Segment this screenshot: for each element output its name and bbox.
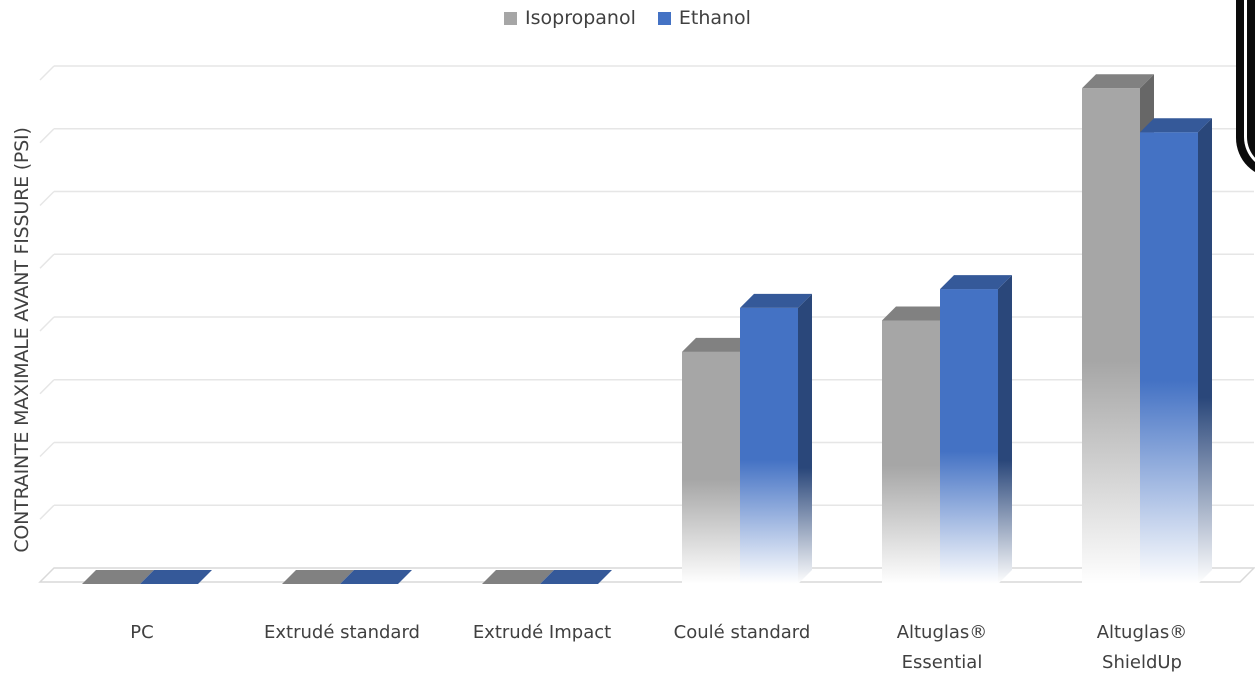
bar-1-1-top	[340, 570, 412, 584]
gridline-side	[39, 128, 55, 144]
x-tick-label: Essential	[902, 652, 983, 673]
bar-5-1-top	[1140, 118, 1212, 133]
legend-item-ethanol: Ethanol	[657, 7, 751, 29]
gridline-side	[39, 504, 55, 520]
bar-5-0-top	[1082, 74, 1154, 89]
x-tick-label: Extrudé Impact	[473, 622, 611, 643]
bar-2-1-top	[540, 570, 612, 584]
bar-4-0-top	[882, 306, 954, 321]
device-bezel-edge	[1244, 0, 1255, 171]
x-tick-label: Coulé standard	[674, 622, 811, 643]
bar-3-1-top	[740, 293, 812, 308]
legend-label-ethanol: Ethanol	[678, 7, 751, 29]
bar-3-0-top	[682, 337, 754, 352]
x-tick-label: ShieldUp	[1102, 652, 1182, 673]
gridline-side	[39, 316, 55, 332]
gridline-side	[39, 441, 55, 458]
gridline-side	[39, 253, 55, 269]
x-tick-label: Altuglas®	[897, 622, 988, 643]
x-tick-label: Altuglas®	[1097, 622, 1188, 643]
floor	[38, 567, 1255, 583]
bar-4-1-top	[940, 275, 1012, 290]
bar-5-1	[1140, 132, 1198, 584]
legend-swatch-isopropanol	[504, 11, 518, 25]
bar-0-1-top	[140, 570, 212, 584]
bar-3-1	[740, 307, 798, 584]
x-tick-label: PC	[130, 622, 153, 643]
gridline-side	[39, 65, 55, 81]
gridline-side	[39, 379, 55, 395]
legend-label-isopropanol: Isopropanol	[525, 7, 636, 29]
bar-5-1-side	[1198, 118, 1212, 584]
bar-0-0-top	[82, 570, 154, 584]
bar-2-0-top	[482, 570, 554, 584]
bar-4-1	[940, 289, 998, 584]
bar-4-0	[882, 320, 940, 584]
bar-3-1-side	[798, 293, 812, 584]
legend-swatch-ethanol	[657, 11, 671, 25]
bar-3-0	[682, 351, 740, 584]
x-tick-label: Extrudé standard	[264, 622, 420, 643]
legend: Isopropanol Ethanol	[0, 4, 1255, 32]
bar-5-0	[1082, 88, 1140, 585]
legend-item-isopropanol: Isopropanol	[504, 7, 636, 29]
gridline-side	[39, 190, 55, 207]
bar-1-0-top	[282, 570, 354, 584]
bar-4-1-side	[998, 275, 1012, 584]
